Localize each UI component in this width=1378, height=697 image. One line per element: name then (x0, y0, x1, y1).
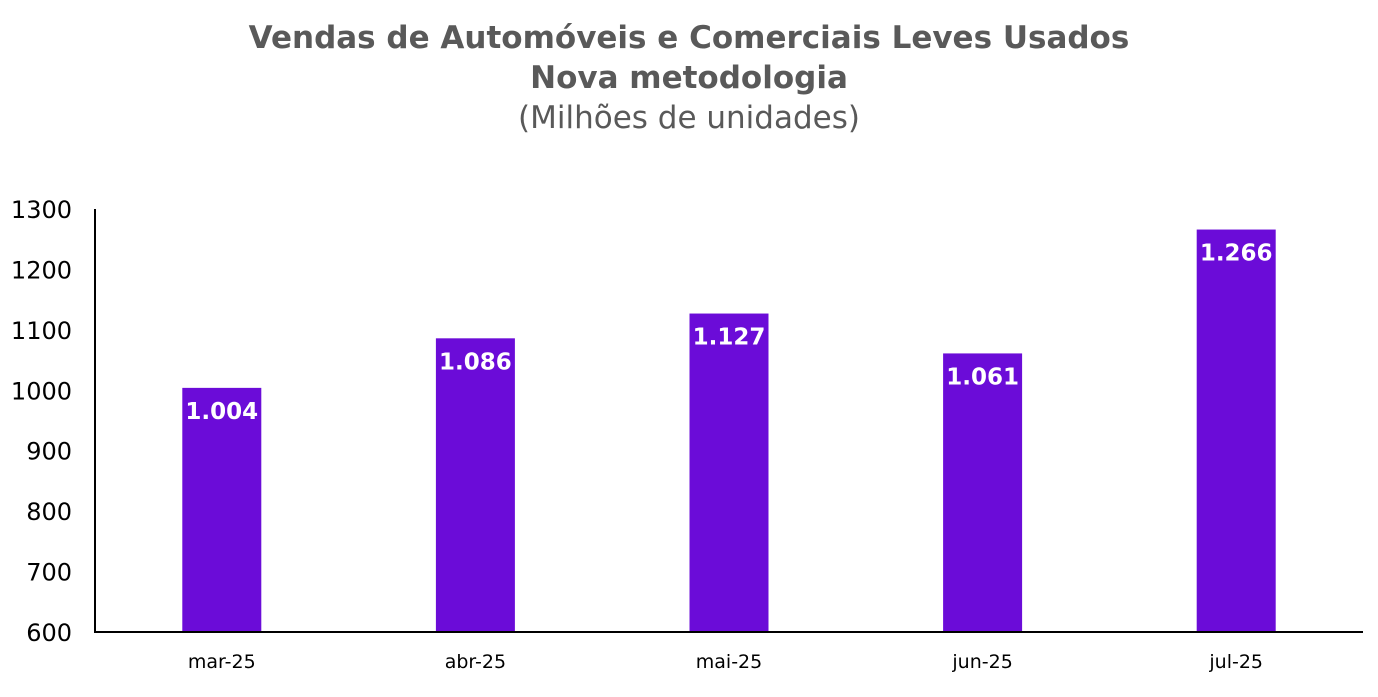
bar-jul-25 (1196, 229, 1276, 632)
data-label: 1.127 (693, 325, 766, 351)
chart-title: Vendas de Automóveis e Comerciais Leves … (248, 20, 1130, 56)
x-tick-label: jul-25 (1208, 651, 1263, 673)
y-tick-label: 1300 (11, 196, 72, 224)
x-tick-label: abr-25 (445, 651, 506, 673)
x-tick-label: mar-25 (188, 651, 256, 673)
y-tick-label: 700 (26, 559, 72, 587)
x-tick-label: mai-25 (696, 651, 762, 673)
data-label: 1.004 (185, 399, 258, 425)
bar-mai-25 (689, 313, 769, 632)
y-tick-label: 1000 (11, 377, 72, 405)
bar-abr-25 (435, 338, 515, 632)
bar-mar-25 (182, 387, 262, 632)
x-tick-label: jun-25 (951, 651, 1012, 673)
data-label: 1.086 (439, 349, 512, 375)
chart-unit-label: (Milhões de unidades) (518, 100, 860, 136)
y-tick-label: 900 (26, 438, 72, 466)
y-tick-label: 800 (26, 498, 72, 526)
y-tick-label: 1100 (11, 317, 72, 345)
chart-subtitle: Nova metodologia (530, 60, 848, 96)
bar-jun-25 (943, 353, 1023, 632)
y-tick-label: 1200 (11, 256, 72, 284)
data-label: 1.266 (1200, 241, 1273, 267)
data-label: 1.061 (946, 364, 1019, 390)
y-tick-label: 600 (26, 619, 72, 647)
